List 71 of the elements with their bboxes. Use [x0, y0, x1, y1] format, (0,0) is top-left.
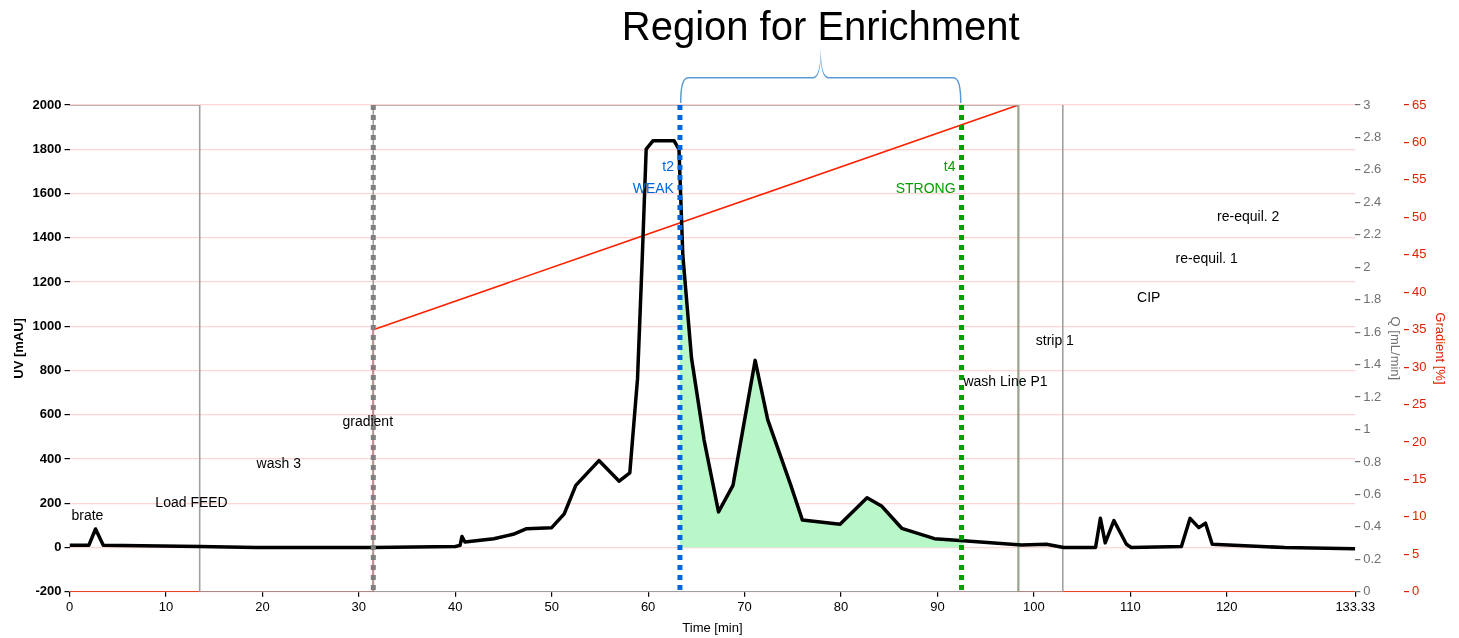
- x-tick-label: 100: [1023, 599, 1045, 615]
- y-axis-title: UV [mAU]: [11, 318, 27, 379]
- y3-tick-label: 40: [1411, 283, 1427, 299]
- y3-axis-title: Gradient [%]: [1432, 312, 1448, 385]
- x-axis-title: Time [min]: [682, 619, 743, 635]
- y2-tick-label: 1.6: [1363, 323, 1382, 339]
- y3-tick-label: 55: [1411, 171, 1427, 187]
- annotation: re-equil. 2: [1217, 208, 1280, 225]
- x-tick-label: 90: [930, 599, 945, 615]
- y2-tick-label: 2.4: [1363, 193, 1382, 209]
- y-tick-label: 1200: [32, 273, 62, 289]
- y3-tick-label: 5: [1411, 545, 1420, 561]
- y3-tick-label: 10: [1411, 508, 1427, 524]
- x-tick-label: 50: [544, 599, 559, 615]
- y-tick-label: 2000: [32, 96, 62, 112]
- y3-tick-label: 30: [1411, 358, 1427, 374]
- y-tick-label: 600: [39, 406, 62, 422]
- x-tick-label: 133.33: [1335, 599, 1376, 615]
- x-tick-label: 110: [1119, 599, 1141, 615]
- x-tick-label: 70: [737, 599, 752, 615]
- x-tick-label: 10: [158, 599, 174, 615]
- y2-tick-label: 0.8: [1363, 453, 1382, 469]
- y-tick-label: -200: [35, 583, 62, 599]
- y-tick-label: 400: [39, 450, 62, 466]
- x-tick-label: 120: [1215, 599, 1238, 615]
- annotation: brate: [71, 507, 104, 524]
- x-tick-label: 20: [255, 599, 270, 615]
- y2-tick-label: 0.2: [1363, 550, 1382, 566]
- y-tick-label: 1800: [32, 140, 62, 156]
- y3-tick-label: 0: [1411, 583, 1420, 599]
- x-tick-label: 30: [351, 599, 367, 615]
- x-tick-label: 80: [833, 599, 849, 615]
- y2-tick-label: 0.6: [1363, 486, 1382, 502]
- y3-tick-label: 60: [1411, 134, 1427, 150]
- y3-tick-label: 25: [1411, 396, 1427, 412]
- y2-tick-label: 2.2: [1363, 226, 1382, 242]
- y2-tick-label: 0: [1363, 583, 1371, 599]
- y2-tick-label: 0.4: [1363, 518, 1382, 534]
- y2-axis-title: Q [mL/min]: [1387, 316, 1403, 381]
- annotation: re-equil. 1: [1175, 249, 1239, 266]
- y-tick-label: 200: [39, 494, 62, 510]
- y-tick-label: 1400: [32, 229, 62, 245]
- y3-tick-label: 65: [1411, 96, 1427, 112]
- x-tick-label: 60: [640, 599, 656, 615]
- y2-tick-label: 1.8: [1363, 291, 1382, 307]
- y2-tick-label: 1.4: [1363, 356, 1382, 372]
- y3-tick-label: 15: [1411, 471, 1427, 487]
- annotation: wash Line P1: [962, 372, 1048, 389]
- y-tick-label: 800: [39, 362, 62, 378]
- y2-tick-label: 1.2: [1363, 388, 1382, 404]
- annotation: wash 3: [255, 455, 302, 472]
- y2-tick-label: 3: [1363, 96, 1371, 112]
- y-tick-label: 1600: [32, 185, 62, 201]
- x-tick-label: 0: [65, 599, 74, 615]
- annotation: CIP: [1137, 289, 1161, 306]
- y3-tick-label: 45: [1411, 246, 1427, 262]
- y2-tick-label: 2.8: [1363, 129, 1382, 145]
- y3-tick-label: 20: [1411, 433, 1427, 449]
- y2-tick-label: 2: [1363, 258, 1371, 274]
- annotation: gradient: [342, 413, 394, 430]
- annotation: strip 1: [1035, 331, 1075, 348]
- y3-tick-label: 50: [1411, 208, 1427, 224]
- ref-line-label: t4 STRONG: [895, 157, 956, 196]
- annotation: Load FEED: [155, 494, 228, 511]
- x-tick-label: 40: [448, 599, 463, 615]
- y-tick-label: 1000: [32, 317, 62, 333]
- y2-tick-label: 2.6: [1363, 161, 1382, 177]
- y3-tick-label: 35: [1411, 321, 1427, 337]
- y-tick-label: 0: [54, 539, 62, 555]
- chart-title: Region for Enrichment: [621, 4, 1020, 49]
- y2-tick-label: 1: [1363, 421, 1371, 437]
